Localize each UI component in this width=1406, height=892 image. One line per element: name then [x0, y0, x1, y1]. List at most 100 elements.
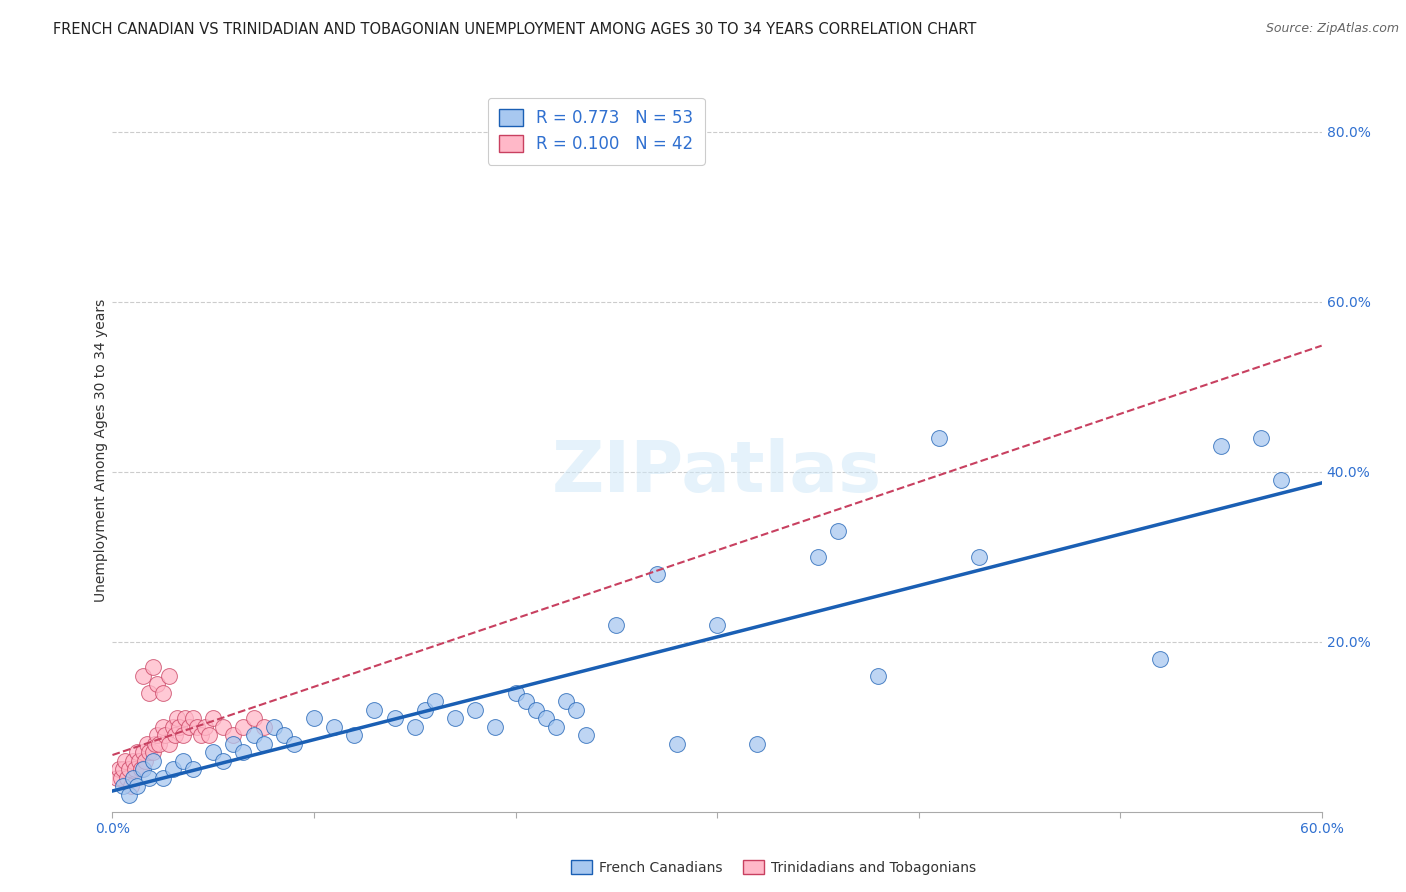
- Point: [605, 617, 627, 632]
- Legend: R = 0.773   N = 53, R = 0.100   N = 42: R = 0.773 N = 53, R = 0.100 N = 42: [488, 97, 704, 165]
- Point: [232, 720, 254, 734]
- Point: [222, 737, 245, 751]
- Point: [125, 779, 148, 793]
- Point: [148, 737, 170, 751]
- Point: [117, 762, 139, 776]
- Point: [105, 771, 128, 785]
- Point: [138, 686, 160, 700]
- Point: [807, 549, 830, 564]
- Point: [363, 703, 385, 717]
- Point: [283, 737, 305, 751]
- Point: [194, 720, 217, 734]
- Point: [128, 754, 150, 768]
- Point: [1250, 431, 1272, 445]
- Point: [132, 745, 155, 759]
- Point: [706, 617, 728, 632]
- Point: [302, 711, 325, 725]
- Point: [146, 728, 169, 742]
- Point: [157, 669, 180, 683]
- Point: [190, 728, 212, 742]
- Point: [232, 745, 254, 759]
- Point: [142, 745, 165, 759]
- Point: [135, 737, 157, 751]
- Point: [152, 720, 174, 734]
- Point: [198, 728, 221, 742]
- Point: [111, 762, 134, 776]
- Point: [129, 762, 152, 776]
- Point: [172, 754, 194, 768]
- Point: [253, 720, 276, 734]
- Point: [1209, 439, 1232, 453]
- Point: [124, 762, 146, 776]
- Point: [110, 771, 132, 785]
- Point: [157, 737, 180, 751]
- Point: [142, 660, 165, 674]
- Point: [121, 771, 143, 785]
- Point: [202, 745, 225, 759]
- Point: [181, 711, 204, 725]
- Point: [484, 720, 506, 734]
- Point: [107, 762, 129, 776]
- Point: [132, 762, 155, 776]
- Point: [747, 737, 769, 751]
- Point: [534, 711, 557, 725]
- Point: [263, 720, 285, 734]
- Point: [253, 737, 276, 751]
- Point: [242, 711, 264, 725]
- Point: [444, 711, 467, 725]
- Point: [242, 728, 264, 742]
- Point: [1270, 473, 1292, 487]
- Text: Source: ZipAtlas.com: Source: ZipAtlas.com: [1265, 22, 1399, 36]
- Point: [125, 745, 148, 759]
- Point: [162, 762, 184, 776]
- Point: [202, 711, 225, 725]
- Point: [645, 566, 668, 581]
- Point: [343, 728, 366, 742]
- Point: [172, 728, 194, 742]
- Legend: French Canadians, Trinidadians and Tobagonians: French Canadians, Trinidadians and Tobag…: [565, 855, 981, 880]
- Point: [544, 720, 567, 734]
- Point: [132, 669, 155, 683]
- Point: [967, 549, 990, 564]
- Point: [554, 694, 576, 708]
- Point: [413, 703, 436, 717]
- Point: [222, 728, 245, 742]
- Point: [575, 728, 598, 742]
- Point: [524, 703, 547, 717]
- Point: [505, 686, 527, 700]
- Point: [153, 728, 176, 742]
- Point: [186, 720, 208, 734]
- Point: [323, 720, 346, 734]
- Point: [515, 694, 537, 708]
- Point: [120, 779, 142, 793]
- Point: [565, 703, 588, 717]
- Point: [384, 711, 406, 725]
- Point: [111, 779, 134, 793]
- Point: [665, 737, 688, 751]
- Point: [166, 711, 188, 725]
- Point: [423, 694, 446, 708]
- Y-axis label: Unemployment Among Ages 30 to 34 years: Unemployment Among Ages 30 to 34 years: [94, 299, 108, 602]
- Point: [162, 720, 184, 734]
- Point: [117, 788, 139, 802]
- Point: [138, 771, 160, 785]
- Point: [868, 669, 890, 683]
- Point: [152, 686, 174, 700]
- Point: [212, 720, 235, 734]
- Point: [167, 720, 190, 734]
- Point: [115, 771, 138, 785]
- Point: [142, 754, 165, 768]
- Point: [121, 754, 143, 768]
- Text: FRENCH CANADIAN VS TRINIDADIAN AND TOBAGONIAN UNEMPLOYMENT AMONG AGES 30 TO 34 Y: FRENCH CANADIAN VS TRINIDADIAN AND TOBAG…: [53, 22, 977, 37]
- Point: [152, 771, 174, 785]
- Text: ZIPatlas: ZIPatlas: [553, 438, 882, 507]
- Point: [163, 728, 186, 742]
- Point: [177, 720, 200, 734]
- Point: [827, 524, 849, 539]
- Point: [143, 737, 166, 751]
- Point: [1149, 651, 1171, 665]
- Point: [181, 762, 204, 776]
- Point: [404, 720, 426, 734]
- Point: [928, 431, 950, 445]
- Point: [212, 754, 235, 768]
